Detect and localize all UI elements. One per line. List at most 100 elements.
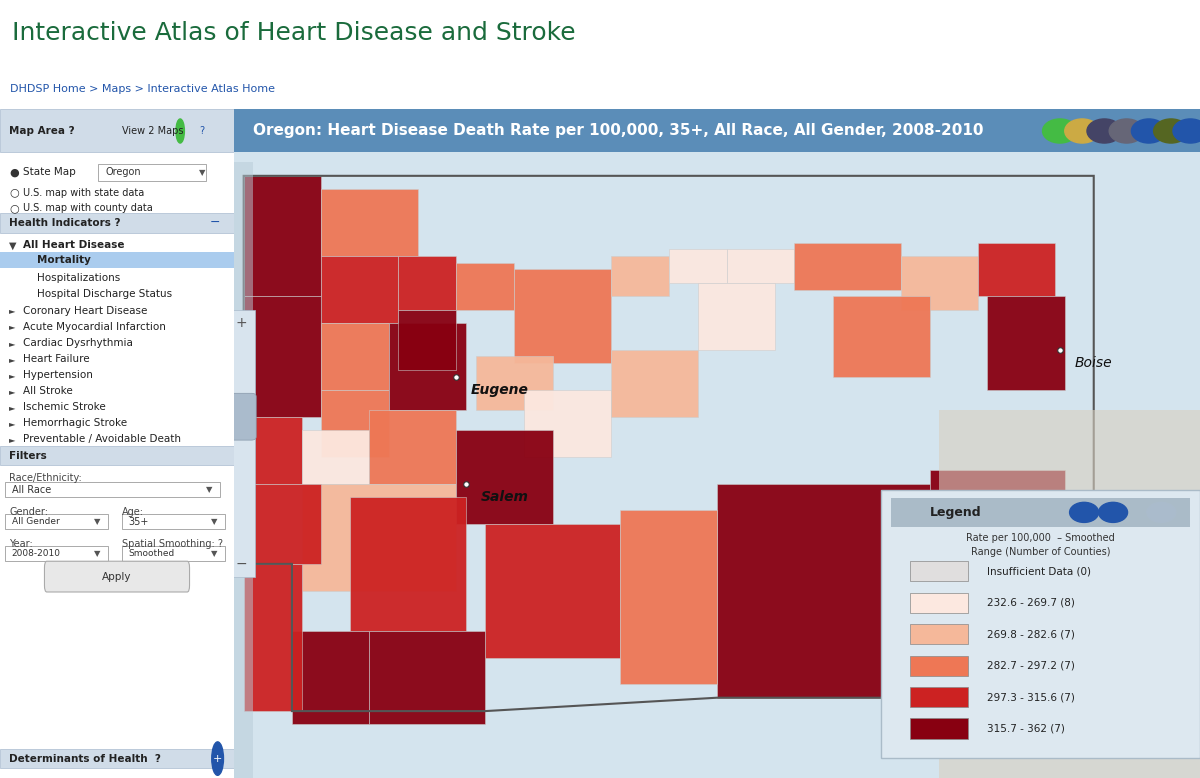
FancyBboxPatch shape xyxy=(244,484,320,564)
FancyBboxPatch shape xyxy=(910,718,968,738)
Circle shape xyxy=(211,742,223,776)
Text: Health Indicators ?: Health Indicators ? xyxy=(10,218,121,228)
Text: 297.3 - 315.6 (7): 297.3 - 315.6 (7) xyxy=(988,692,1075,702)
Text: U.S. map with county data: U.S. map with county data xyxy=(24,203,154,213)
FancyBboxPatch shape xyxy=(292,631,370,724)
FancyBboxPatch shape xyxy=(234,163,253,778)
FancyBboxPatch shape xyxy=(900,256,978,310)
FancyBboxPatch shape xyxy=(0,446,234,465)
Circle shape xyxy=(1172,119,1200,143)
Text: ▼: ▼ xyxy=(211,517,217,526)
FancyBboxPatch shape xyxy=(370,410,456,484)
Circle shape xyxy=(1153,119,1188,143)
FancyBboxPatch shape xyxy=(234,152,1200,778)
Text: ►: ► xyxy=(10,370,16,380)
FancyBboxPatch shape xyxy=(244,564,301,711)
FancyBboxPatch shape xyxy=(718,484,930,698)
FancyBboxPatch shape xyxy=(320,189,418,256)
FancyBboxPatch shape xyxy=(910,593,968,613)
FancyBboxPatch shape xyxy=(301,430,370,484)
Text: Range (Number of Counties): Range (Number of Counties) xyxy=(971,547,1110,557)
FancyBboxPatch shape xyxy=(0,252,234,268)
Text: ▼: ▼ xyxy=(94,517,100,526)
Text: Spatial Smoothing: ?: Spatial Smoothing: ? xyxy=(121,539,223,548)
Text: +: + xyxy=(212,754,222,763)
FancyBboxPatch shape xyxy=(514,269,611,363)
FancyBboxPatch shape xyxy=(0,212,234,233)
Text: ○: ○ xyxy=(10,187,19,198)
Text: Gender:: Gender: xyxy=(10,506,48,517)
Text: Hypertension: Hypertension xyxy=(24,370,94,380)
Circle shape xyxy=(1147,503,1176,522)
FancyBboxPatch shape xyxy=(485,524,620,657)
Text: Heart Failure: Heart Failure xyxy=(24,354,90,364)
FancyBboxPatch shape xyxy=(320,323,389,390)
Text: All Race: All Race xyxy=(12,485,50,495)
FancyBboxPatch shape xyxy=(978,243,1055,296)
FancyBboxPatch shape xyxy=(611,256,668,296)
FancyBboxPatch shape xyxy=(910,656,968,675)
FancyBboxPatch shape xyxy=(244,417,301,484)
Text: Map Area ?: Map Area ? xyxy=(10,126,74,136)
Text: Hospital Discharge Status: Hospital Discharge Status xyxy=(37,289,173,299)
FancyBboxPatch shape xyxy=(244,296,320,417)
Text: Hemorrhagic Stroke: Hemorrhagic Stroke xyxy=(24,419,127,429)
Text: Insufficient Data (0): Insufficient Data (0) xyxy=(988,566,1092,576)
Text: Smoothed: Smoothed xyxy=(128,549,175,559)
Text: Apply: Apply xyxy=(102,572,132,582)
Text: ►: ► xyxy=(10,323,16,331)
FancyBboxPatch shape xyxy=(456,430,553,524)
Text: State Map: State Map xyxy=(24,167,76,177)
FancyBboxPatch shape xyxy=(611,350,697,417)
FancyBboxPatch shape xyxy=(398,256,456,310)
Circle shape xyxy=(1109,119,1144,143)
FancyBboxPatch shape xyxy=(121,546,224,561)
Text: ►: ► xyxy=(10,307,16,316)
FancyBboxPatch shape xyxy=(456,263,514,310)
FancyBboxPatch shape xyxy=(350,497,466,631)
Text: ►: ► xyxy=(10,419,16,428)
Text: Race/Ethnicity:: Race/Ethnicity: xyxy=(10,473,82,483)
Text: 282.7 - 297.2 (7): 282.7 - 297.2 (7) xyxy=(988,661,1075,671)
FancyBboxPatch shape xyxy=(98,164,206,180)
Text: ►: ► xyxy=(10,338,16,348)
Text: Coronary Heart Disease: Coronary Heart Disease xyxy=(24,306,148,316)
Text: Legend: Legend xyxy=(930,506,982,519)
FancyBboxPatch shape xyxy=(910,561,968,581)
FancyBboxPatch shape xyxy=(301,484,456,591)
Text: View 2 Maps: View 2 Maps xyxy=(121,126,184,136)
Text: ►: ► xyxy=(10,403,16,412)
FancyBboxPatch shape xyxy=(389,323,466,410)
Text: ▼: ▼ xyxy=(206,485,212,494)
FancyBboxPatch shape xyxy=(232,310,256,577)
Text: All Stroke: All Stroke xyxy=(24,386,73,396)
Text: ►: ► xyxy=(10,387,16,396)
FancyBboxPatch shape xyxy=(940,410,1200,778)
Text: ?: ? xyxy=(199,126,204,136)
Text: Mortality: Mortality xyxy=(37,255,91,265)
FancyBboxPatch shape xyxy=(234,109,1200,152)
Text: ▼: ▼ xyxy=(94,549,100,559)
Circle shape xyxy=(1043,119,1078,143)
Text: Year:: Year: xyxy=(10,539,34,548)
FancyBboxPatch shape xyxy=(988,296,1064,390)
Circle shape xyxy=(1098,503,1128,522)
FancyBboxPatch shape xyxy=(475,356,553,410)
FancyBboxPatch shape xyxy=(890,498,1190,527)
Text: 269.8 - 282.6 (7): 269.8 - 282.6 (7) xyxy=(988,629,1075,640)
FancyBboxPatch shape xyxy=(881,490,1200,758)
Text: −: − xyxy=(210,216,221,230)
Text: ▼: ▼ xyxy=(10,240,17,251)
Text: ►: ► xyxy=(10,435,16,444)
FancyBboxPatch shape xyxy=(44,561,190,592)
FancyBboxPatch shape xyxy=(320,256,398,323)
Circle shape xyxy=(1069,503,1098,522)
Circle shape xyxy=(1132,119,1166,143)
FancyBboxPatch shape xyxy=(727,250,794,283)
Circle shape xyxy=(176,119,185,143)
Text: All Heart Disease: All Heart Disease xyxy=(24,240,125,251)
Text: ▼: ▼ xyxy=(199,168,205,177)
Text: Hospitalizations: Hospitalizations xyxy=(37,272,121,282)
FancyBboxPatch shape xyxy=(320,390,389,457)
Text: Oregon: Heart Disease Death Rate per 100,000, 35+, All Race, All Gender, 2008-20: Oregon: Heart Disease Death Rate per 100… xyxy=(253,124,984,138)
